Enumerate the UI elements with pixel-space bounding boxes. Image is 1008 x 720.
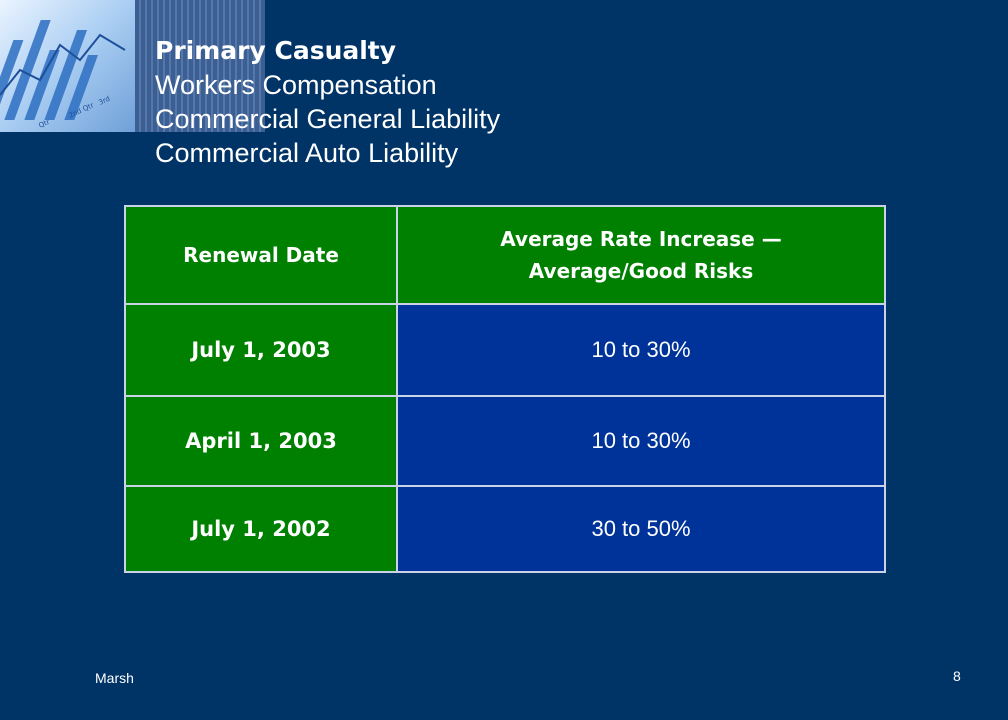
average-rate-increase-header: Average Rate Increase — Average/Good Ris… xyxy=(396,205,886,305)
renewal-date-cell: April 1, 2003 xyxy=(124,395,398,487)
renewal-date-text: July 1, 2003 xyxy=(191,338,331,362)
footer-company: Marsh xyxy=(95,670,134,686)
renewal-date-header-text: Renewal Date xyxy=(183,243,339,267)
title-block: Primary Casualty Workers Compensation Co… xyxy=(155,34,500,170)
table-row: July 1, 2002 30 to 50% xyxy=(124,485,886,573)
renewal-date-cell: July 1, 2002 xyxy=(124,485,398,573)
page-number: 8 xyxy=(953,668,961,684)
subtitle-general-liability: Commercial General Liability xyxy=(155,104,501,134)
renewal-date-text: April 1, 2003 xyxy=(185,429,337,453)
table-row: July 1, 2003 10 to 30% xyxy=(124,303,886,397)
renewal-date-text: July 1, 2002 xyxy=(191,517,331,541)
rate-increase-table: Renewal Date Average Rate Increase — Ave… xyxy=(124,205,886,573)
rate-cell: 10 to 30% xyxy=(396,395,886,487)
rate-text: 10 to 30% xyxy=(591,428,691,453)
subtitle-auto-liability: Commercial Auto Liability xyxy=(155,138,459,168)
renewal-date-header: Renewal Date xyxy=(124,205,398,305)
table-header-row: Renewal Date Average Rate Increase — Ave… xyxy=(124,205,886,305)
slide-title: Primary Casualty xyxy=(155,36,397,65)
rate-cell: 10 to 30% xyxy=(396,303,886,397)
rate-cell: 30 to 50% xyxy=(396,485,886,573)
renewal-date-cell: July 1, 2003 xyxy=(124,303,398,397)
rate-text: 10 to 30% xyxy=(591,337,691,362)
average-rate-increase-header-line1: Average Rate Increase — xyxy=(500,227,782,251)
average-rate-increase-header-line2: Average/Good Risks xyxy=(528,259,754,283)
subtitle-workers-compensation: Workers Compensation xyxy=(155,70,437,100)
table-row: April 1, 2003 10 to 30% xyxy=(124,395,886,487)
rate-text: 30 to 50% xyxy=(591,516,691,541)
bar-chart-photo-icon: Qtr 2nd Qtr 3rd xyxy=(0,0,265,132)
